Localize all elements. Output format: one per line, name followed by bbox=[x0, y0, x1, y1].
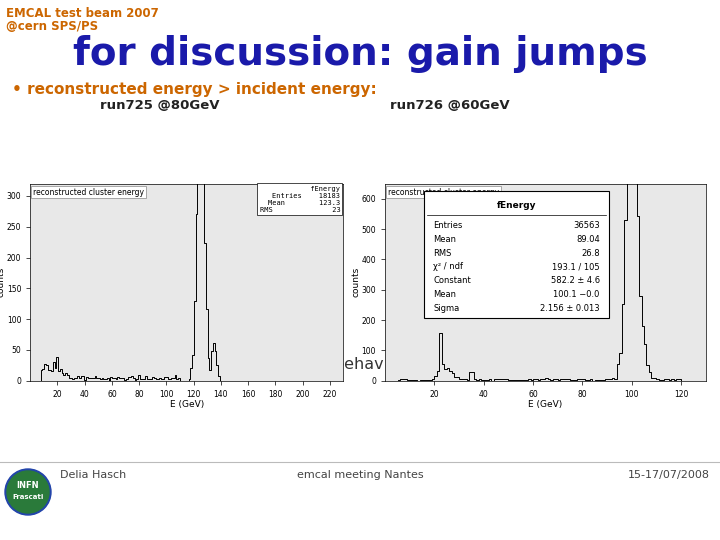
Y-axis label: counts: counts bbox=[0, 267, 5, 298]
Text: no ‘extreme’ temperature behaviour observed…  any hint ?: no ‘extreme’ temperature behaviour obser… bbox=[120, 357, 600, 372]
Text: χ² / ndf: χ² / ndf bbox=[433, 262, 463, 272]
FancyBboxPatch shape bbox=[423, 192, 609, 318]
Text: 193.1 / 105: 193.1 / 105 bbox=[552, 262, 600, 272]
X-axis label: E (GeV): E (GeV) bbox=[170, 400, 204, 409]
Text: mean: 120 GeV: mean: 120 GeV bbox=[110, 327, 253, 345]
Text: INFN: INFN bbox=[17, 482, 40, 490]
Text: fEnergy: fEnergy bbox=[497, 201, 536, 211]
Text: 2.156 ± 0.013: 2.156 ± 0.013 bbox=[540, 304, 600, 313]
Text: 89.04: 89.04 bbox=[576, 235, 600, 244]
Text: • reconstructed energy > incident energy:: • reconstructed energy > incident energy… bbox=[12, 82, 377, 97]
Text: 15-17/07/2008: 15-17/07/2008 bbox=[628, 470, 710, 480]
Text: Mean: Mean bbox=[433, 290, 456, 299]
Text: 26.8: 26.8 bbox=[581, 248, 600, 258]
Text: for discussion: gain jumps: for discussion: gain jumps bbox=[73, 35, 647, 73]
Text: RMS: RMS bbox=[433, 248, 451, 258]
Text: fEnergy
Entries    18183
Mean        123.3
RMS              23: fEnergy Entries 18183 Mean 123.3 RMS 23 bbox=[259, 186, 341, 213]
Text: 582.2 ± 4.6: 582.2 ± 4.6 bbox=[551, 276, 600, 285]
Text: mean: 100 GeV: mean: 100 GeV bbox=[395, 327, 537, 345]
Text: 100.1 −0.0: 100.1 −0.0 bbox=[554, 290, 600, 299]
Text: run725 @80GeV: run725 @80GeV bbox=[100, 99, 220, 112]
Text: Sigma: Sigma bbox=[433, 304, 459, 313]
Text: 36563: 36563 bbox=[573, 221, 600, 230]
Text: reconstructed cluster energy: reconstructed cluster energy bbox=[388, 187, 500, 197]
Text: Constant: Constant bbox=[433, 276, 471, 285]
Text: emcal meeting Nantes: emcal meeting Nantes bbox=[297, 470, 423, 480]
Circle shape bbox=[5, 469, 51, 515]
Text: Frascati: Frascati bbox=[12, 494, 44, 500]
Text: Entries: Entries bbox=[433, 221, 463, 230]
Text: reconstructed cluster energy: reconstructed cluster energy bbox=[33, 187, 145, 197]
Y-axis label: counts: counts bbox=[351, 267, 360, 298]
Text: @cern SPS/PS: @cern SPS/PS bbox=[6, 20, 98, 33]
Text: Mean: Mean bbox=[433, 235, 456, 244]
Circle shape bbox=[7, 471, 49, 513]
Text: run726 @60GeV: run726 @60GeV bbox=[390, 99, 510, 112]
Text: EMCAL test beam 2007: EMCAL test beam 2007 bbox=[6, 7, 158, 20]
X-axis label: E (GeV): E (GeV) bbox=[528, 400, 562, 409]
Text: Delia Hasch: Delia Hasch bbox=[60, 470, 126, 480]
